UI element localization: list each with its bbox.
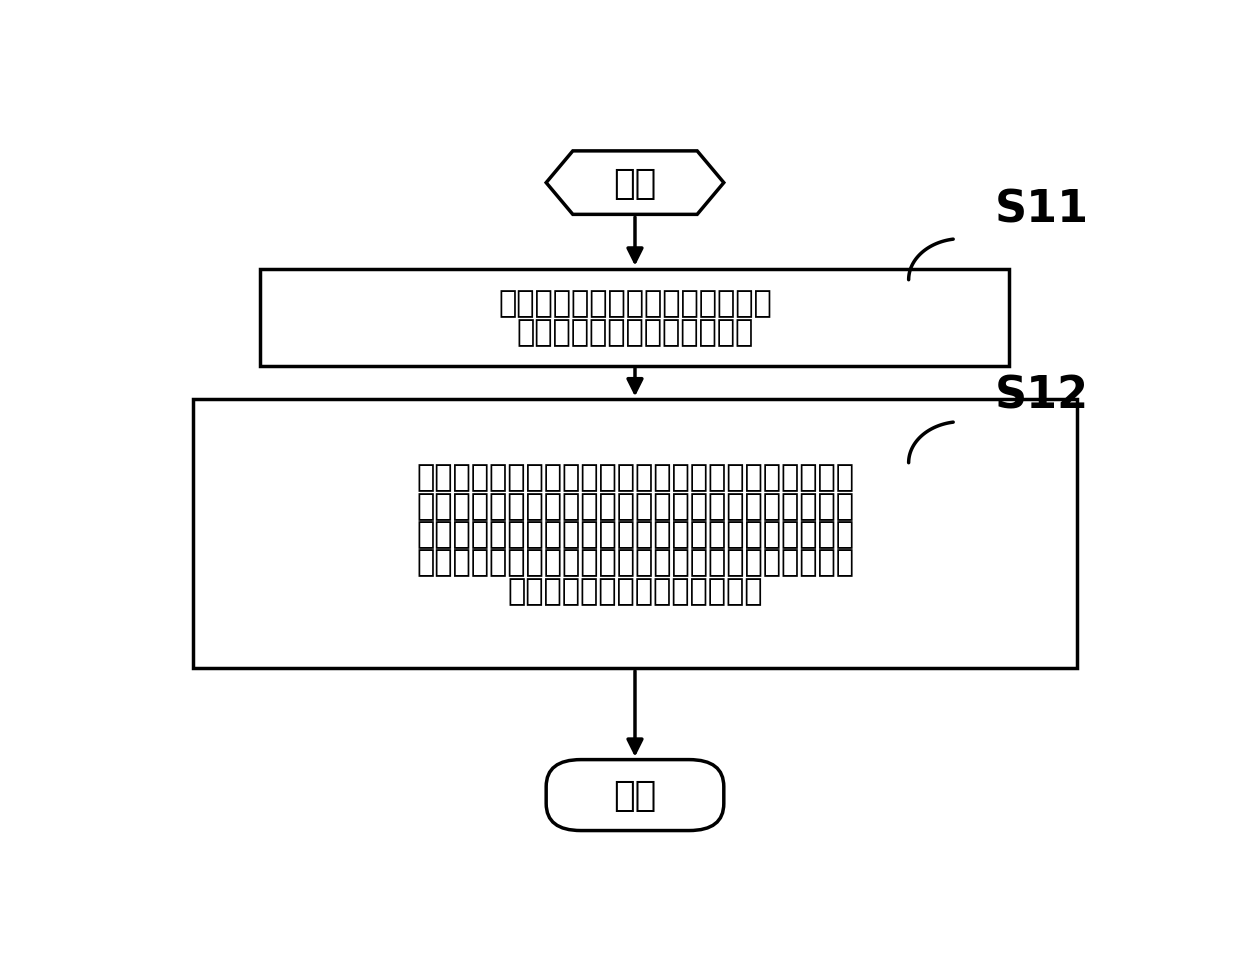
- FancyBboxPatch shape: [546, 760, 724, 830]
- Bar: [260, 269, 1010, 366]
- Text: 以产生帧率更高的倍频数据组: 以产生帧率更高的倍频数据组: [517, 318, 753, 346]
- Bar: [193, 400, 1077, 669]
- Text: 所述倍频数据组内的数据，其中，所述倍频数据组包括: 所述倍频数据组内的数据，其中，所述倍频数据组包括: [416, 491, 854, 520]
- Text: 六个子场的并行红绿蓝数据，且输出所述倍频数据组内: 六个子场的并行红绿蓝数据，且输出所述倍频数据组内: [416, 519, 854, 548]
- Text: 结束: 结束: [613, 778, 657, 812]
- Polygon shape: [546, 152, 724, 215]
- Text: 开始: 开始: [613, 167, 657, 201]
- Text: 色子场数据、两个蓝色子场数据: 色子场数据、两个蓝色子场数据: [507, 577, 763, 606]
- Text: 数据的顺序为依次分别输出两个红色子场数据、两个绿: 数据的顺序为依次分别输出两个红色子场数据、两个绿: [416, 548, 854, 577]
- Text: S11: S11: [995, 188, 1089, 231]
- Text: 在视频输入数据的场同步信号的一个场时间周期内输出: 在视频输入数据的场同步信号的一个场时间周期内输出: [416, 463, 854, 492]
- Text: S12: S12: [995, 375, 1089, 418]
- Text: 将输入的预设场数据经过倍频处理: 将输入的预设场数据经过倍频处理: [498, 289, 772, 318]
